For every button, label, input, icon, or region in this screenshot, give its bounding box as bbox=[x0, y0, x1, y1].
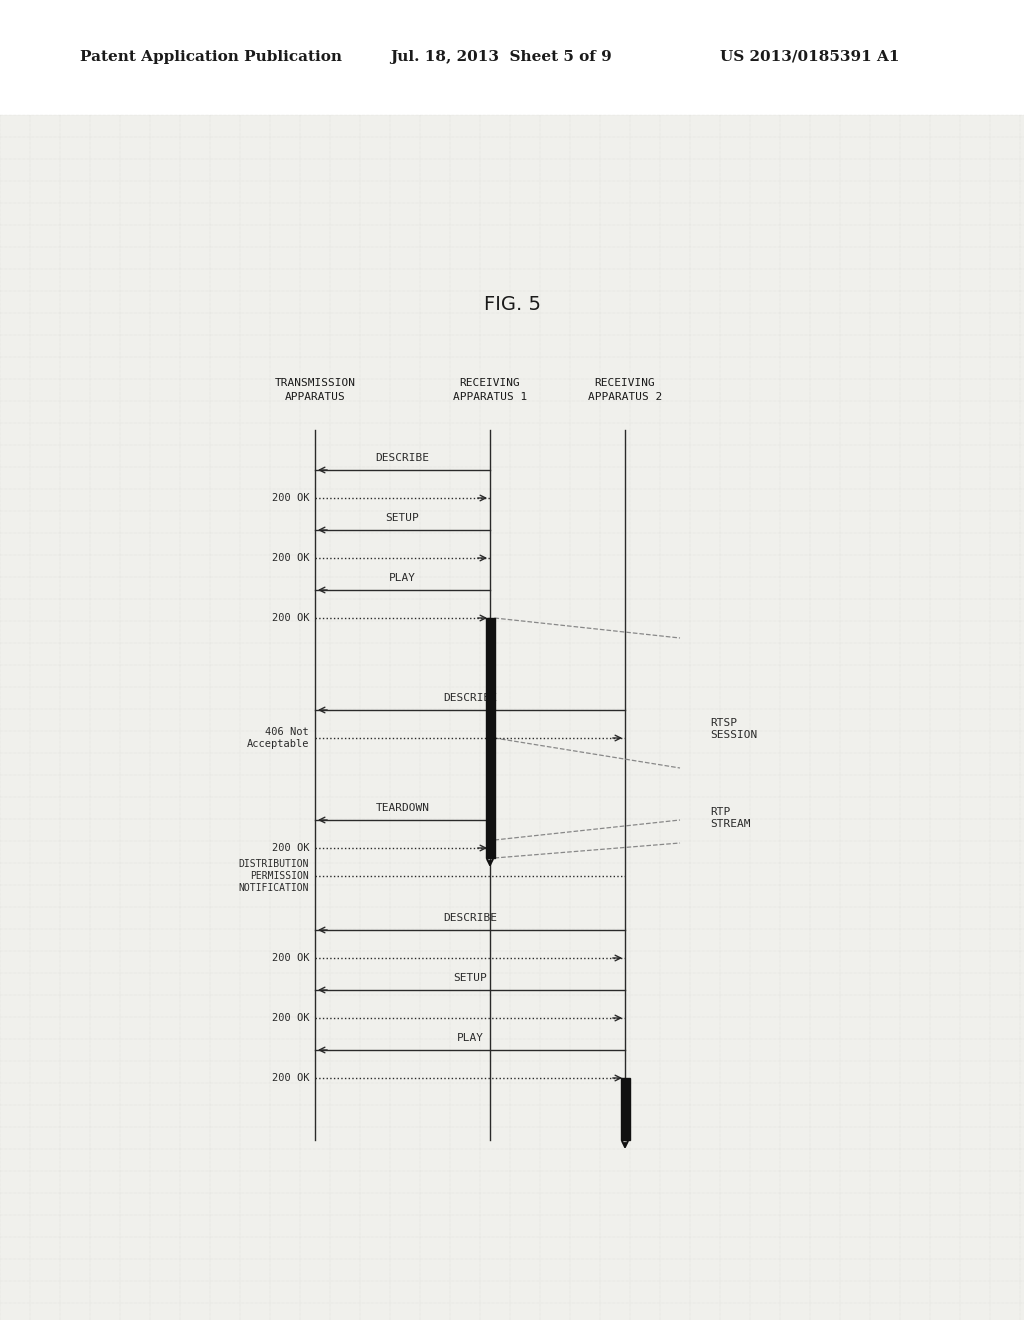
Text: 200 OK: 200 OK bbox=[271, 492, 309, 503]
Text: SETUP: SETUP bbox=[386, 513, 420, 523]
Text: 200 OK: 200 OK bbox=[271, 553, 309, 564]
Text: 200 OK: 200 OK bbox=[271, 1012, 309, 1023]
Text: RECEIVING
APPARATUS 2: RECEIVING APPARATUS 2 bbox=[588, 379, 663, 401]
Text: RECEIVING
APPARATUS 1: RECEIVING APPARATUS 1 bbox=[453, 379, 527, 401]
Text: DESCRIBE: DESCRIBE bbox=[376, 453, 429, 463]
Bar bbox=[621, 1078, 630, 1140]
Text: FIG. 5: FIG. 5 bbox=[483, 296, 541, 314]
Text: DESCRIBE: DESCRIBE bbox=[443, 693, 497, 704]
Text: US 2013/0185391 A1: US 2013/0185391 A1 bbox=[720, 50, 899, 63]
Text: PLAY: PLAY bbox=[457, 1034, 483, 1043]
Text: 200 OK: 200 OK bbox=[271, 953, 309, 964]
Text: DISTRIBUTION
PERMISSION
NOTIFICATION: DISTRIBUTION PERMISSION NOTIFICATION bbox=[239, 859, 309, 892]
Text: Jul. 18, 2013  Sheet 5 of 9: Jul. 18, 2013 Sheet 5 of 9 bbox=[390, 50, 611, 63]
Text: PLAY: PLAY bbox=[389, 573, 416, 583]
Bar bbox=[0, 0, 1024, 115]
Text: 200 OK: 200 OK bbox=[271, 843, 309, 853]
Text: TEARDOWN: TEARDOWN bbox=[376, 803, 429, 813]
Text: 200 OK: 200 OK bbox=[271, 1073, 309, 1082]
Text: SETUP: SETUP bbox=[454, 973, 486, 983]
Text: RTSP
SESSION: RTSP SESSION bbox=[710, 718, 758, 739]
Text: DESCRIBE: DESCRIBE bbox=[443, 913, 497, 923]
Text: 406 Not
Acceptable: 406 Not Acceptable bbox=[247, 727, 309, 748]
Text: 200 OK: 200 OK bbox=[271, 612, 309, 623]
Text: Patent Application Publication: Patent Application Publication bbox=[80, 50, 342, 63]
Text: TRANSMISSION
APPARATUS: TRANSMISSION APPARATUS bbox=[274, 379, 355, 401]
Bar bbox=[485, 618, 495, 858]
Text: RTP
STREAM: RTP STREAM bbox=[710, 808, 751, 829]
